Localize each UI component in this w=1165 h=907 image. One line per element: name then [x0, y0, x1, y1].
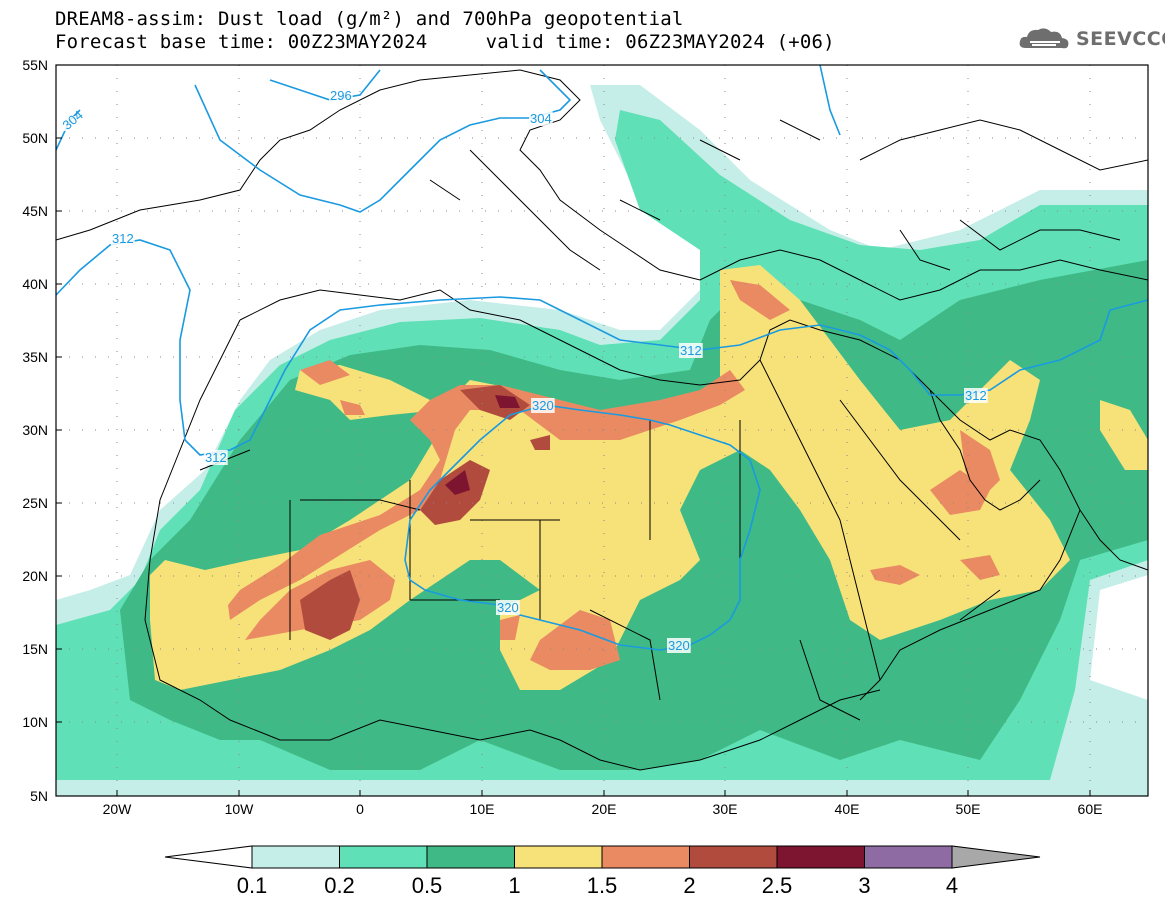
lat-label: 15N	[22, 641, 48, 657]
colorbar-label: 4	[946, 873, 958, 898]
lon-label: 50E	[956, 801, 981, 817]
map-area: 296 304 304 312 312 312 312 320 320 320	[56, 65, 1148, 796]
contour-label-312-gulf: 312	[965, 388, 987, 403]
colorbar-label: 2	[683, 873, 695, 898]
contour-label-320-east: 320	[668, 638, 690, 653]
contour-label-296: 296	[330, 88, 352, 103]
map-title-line1: DREAM8-assim: Dust load (g/m²) and 700hP…	[55, 8, 684, 30]
map-title-line2: Forecast base time: 00Z23MAY2024 valid t…	[55, 31, 835, 53]
lat-label: 35N	[22, 349, 48, 365]
lon-label: 0	[356, 801, 364, 817]
colorbar-segment	[689, 845, 778, 869]
logo-text: SEEVCCC	[1076, 28, 1165, 50]
latitude-labels: 55N 50N 45N 40N 35N 30N 25N 20N 15N 10N 5N	[22, 57, 62, 804]
contour-320	[404, 404, 761, 651]
colorbar-segment	[251, 845, 340, 869]
colorbar-segment	[864, 845, 953, 869]
lon-label: 30E	[713, 801, 738, 817]
colorbar: 0.1 0.2 0.5 1 1.5 2 2.5 3 4	[164, 845, 1041, 898]
lon-label: 10E	[470, 801, 495, 817]
cloud-icon	[1019, 28, 1069, 49]
lat-label: 25N	[22, 495, 48, 511]
colorbar-low-arrow	[164, 845, 253, 869]
lon-label: 20W	[103, 801, 133, 817]
colorbar-segment	[514, 845, 603, 869]
colorbar-segment	[776, 845, 865, 869]
colorbar-high-arrow	[951, 845, 1041, 869]
colorbar-label: 3	[858, 873, 870, 898]
contour-label-304: 304	[530, 111, 552, 126]
contour-label-320-north: 320	[532, 398, 554, 413]
colorbar-label: 1	[508, 873, 520, 898]
colorbar-label: 0.2	[324, 873, 355, 898]
lon-label: 40E	[835, 801, 860, 817]
lat-label: 10N	[22, 714, 48, 730]
longitude-labels: 20W 10W 0 10E 20E 30E 40E 50E 60E	[103, 790, 1103, 817]
colorbar-label: 0.5	[412, 873, 443, 898]
lat-label: 55N	[22, 57, 48, 73]
dust-level-2	[300, 385, 550, 640]
lon-label: 10W	[225, 801, 255, 817]
lat-label: 45N	[22, 203, 48, 219]
graticule	[56, 65, 1148, 796]
colorbar-segment	[426, 845, 515, 869]
contour-label-312-west: 312	[112, 231, 134, 246]
colorbar-label: 0.1	[237, 873, 268, 898]
contour-312-west	[56, 239, 191, 441]
contour-label-312-med: 312	[680, 343, 702, 358]
colorbar-label: 1.5	[587, 873, 618, 898]
contour-312-ne	[819, 65, 841, 136]
lat-label: 40N	[22, 276, 48, 292]
lon-label: 60E	[1078, 801, 1103, 817]
colorbar-segment	[601, 845, 690, 869]
colorbar-label: 2.5	[762, 873, 793, 898]
contour-label-312-africa: 312	[205, 450, 227, 465]
lat-label: 50N	[22, 130, 48, 146]
colorbar-segment	[339, 845, 428, 869]
lat-label: 5N	[30, 788, 48, 804]
dust-level-2.5	[445, 395, 520, 495]
seevccc-logo: SEEVCCC	[1018, 26, 1165, 52]
lat-label: 30N	[22, 422, 48, 438]
contour-label-320-west: 320	[497, 600, 519, 615]
lat-label: 20N	[22, 568, 48, 584]
lon-label: 20E	[592, 801, 617, 817]
